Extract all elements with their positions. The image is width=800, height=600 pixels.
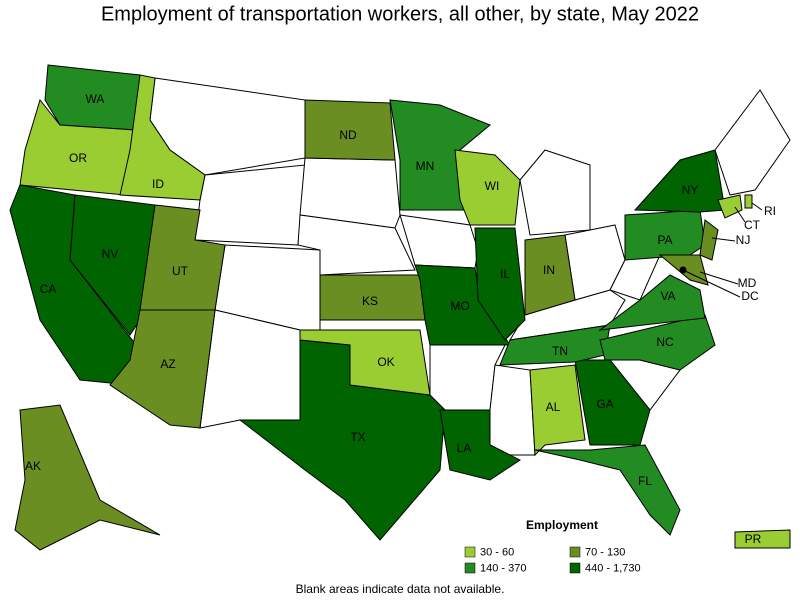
leader-line	[751, 202, 763, 211]
state	[529, 364, 586, 457]
leader-line	[682, 269, 741, 298]
leader-line	[711, 237, 736, 242]
state	[699, 219, 719, 261]
state	[633, 149, 726, 213]
state-label: MD	[738, 276, 757, 290]
state-label: WA	[86, 92, 105, 106]
state-label: CT	[744, 218, 761, 232]
map-title: Employment of transportation workers, al…	[101, 3, 699, 25]
state-label: PA	[657, 233, 672, 247]
state-label: GA	[596, 397, 613, 411]
state	[414, 264, 511, 346]
state-label: AL	[546, 400, 561, 414]
blank-state	[489, 364, 536, 456]
state	[454, 149, 521, 226]
blank-state	[399, 214, 479, 269]
leader-line	[734, 206, 746, 223]
state-label: MN	[416, 159, 435, 173]
legend-label: 70 - 130	[585, 546, 625, 558]
footnote: Blank areas indicate data not available.	[296, 582, 505, 596]
state	[534, 444, 681, 536]
state	[439, 409, 521, 481]
state-label: NC	[656, 335, 674, 349]
blank-state	[194, 164, 306, 246]
state	[744, 194, 753, 209]
blank-state	[199, 309, 301, 429]
legend-swatch	[464, 562, 476, 574]
state-label: IN	[543, 263, 555, 277]
state-label: AZ	[160, 357, 175, 371]
legend-label: 30 - 60	[480, 546, 514, 558]
state	[599, 314, 716, 371]
state	[717, 194, 743, 219]
legend-swatch	[569, 562, 581, 574]
blank-states	[149, 77, 791, 456]
state	[14, 404, 161, 551]
state-label: NY	[682, 183, 699, 197]
state-label: OR	[69, 151, 87, 165]
state	[299, 329, 431, 396]
state-label: VA	[660, 289, 675, 303]
legend-label: 140 - 370	[480, 562, 526, 574]
state-label: WI	[485, 179, 500, 193]
state-label: ND	[339, 128, 357, 142]
state	[598, 274, 706, 331]
legend-label: 440 - 1,730	[585, 562, 641, 574]
state-label: OK	[377, 355, 394, 369]
state-label: PR	[745, 532, 762, 546]
leader-line	[699, 271, 739, 285]
state-label: KS	[362, 294, 378, 308]
state	[734, 529, 791, 549]
state-label: IL	[500, 267, 510, 281]
legend-swatch	[569, 546, 581, 558]
states: WA OR ID CA NV UT AZ ND MN WI KS MO IL IN TX OK LA AL GA FL…	[9, 64, 791, 551]
state-label: TN	[552, 344, 568, 358]
blank-state	[519, 149, 591, 236]
blank-state	[714, 89, 791, 196]
state-label: FL	[638, 474, 652, 488]
state-label: MO	[450, 299, 469, 313]
legend-title: Employment	[526, 518, 598, 532]
state-label: NV	[102, 247, 119, 261]
legend-swatch	[464, 546, 476, 558]
state-label: DC	[741, 289, 759, 303]
legend: Employment 30 - 60 70 - 130 140 - 370 440 -…	[464, 518, 641, 574]
state	[109, 309, 216, 429]
state-label: TX	[350, 430, 365, 444]
state-label: RI	[764, 204, 776, 218]
state	[574, 359, 651, 446]
state-label: ID	[152, 177, 164, 191]
state-label: NJ	[736, 233, 751, 247]
state	[474, 227, 526, 341]
state-label: AK	[25, 459, 41, 473]
state	[524, 234, 576, 316]
state	[119, 74, 206, 201]
state-label: CA	[40, 282, 57, 296]
state-label: UT	[172, 264, 189, 278]
state-label: LA	[457, 441, 472, 455]
state	[69, 194, 156, 336]
state	[304, 99, 396, 161]
